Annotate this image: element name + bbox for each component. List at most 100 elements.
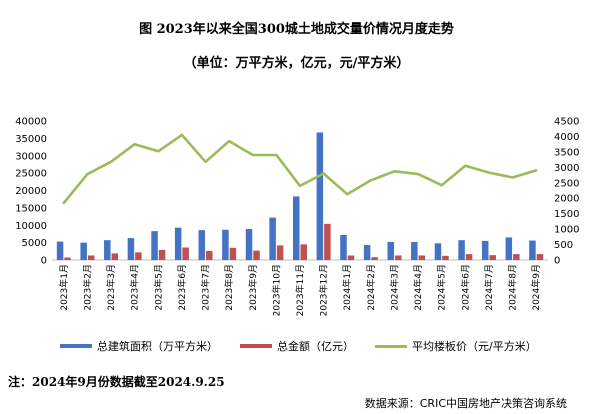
x-tick-label: 2024年5月 <box>436 264 448 311</box>
bar-amount <box>442 255 449 260</box>
bar-area <box>505 237 513 260</box>
y-right-tick-label: 3500 <box>554 147 579 158</box>
y-right-tick-label: 4000 <box>554 132 579 143</box>
bar-amount <box>158 249 166 260</box>
legend-swatch-area <box>60 344 92 348</box>
bar-amount <box>182 247 189 260</box>
x-tick-label: 2024年1月 <box>341 264 353 311</box>
bar-area <box>458 240 465 260</box>
x-tick-label: 2024年3月 <box>388 264 400 311</box>
y-left-tick-label: 15000 <box>15 203 47 214</box>
bar-amount <box>300 244 307 260</box>
line-price <box>62 133 538 205</box>
bar-amount <box>324 223 331 260</box>
x-tick-label: 2024年4月 <box>412 264 424 311</box>
bar-area <box>269 217 276 260</box>
x-tick-label: 2023年3月 <box>105 264 117 311</box>
y-left-tick-label: 20000 <box>15 186 47 197</box>
bar-amount <box>135 252 142 260</box>
y-right-tick-label: 0 <box>554 256 560 267</box>
bars-layer <box>56 132 544 260</box>
bar-amount <box>513 254 520 260</box>
legend-swatch-amount <box>240 344 272 348</box>
bar-amount <box>229 247 237 260</box>
bar-area <box>151 231 158 260</box>
legend-label-area: 总建筑面积（万平方米） <box>97 340 218 353</box>
bar-area <box>198 230 206 260</box>
x-tick-label: 2024年7月 <box>483 264 495 311</box>
y-left-tick-label: 10000 <box>15 221 47 232</box>
x-tick-label: 2023年1月 <box>58 264 70 311</box>
bar-area <box>56 241 64 260</box>
x-tick-label: 2023年2月 <box>81 264 93 311</box>
y-left-tick-label: 30000 <box>15 151 47 162</box>
bar-amount <box>536 254 544 260</box>
x-tick-label: 2023年10月 <box>270 264 282 316</box>
bar-amount <box>371 257 378 260</box>
bar-area <box>411 241 418 260</box>
bar-amount <box>87 255 95 260</box>
footnote: 注：2024年9月份数据截至2024.9.25 <box>8 375 225 389</box>
y-left-tick-label: 5000 <box>22 238 47 249</box>
bar-amount <box>465 254 473 260</box>
chart-title: 图 2023年以来全国300城土地成交量价情况月度走势 <box>139 22 454 37</box>
y-right-tick-label: 500 <box>554 240 573 251</box>
line-layer <box>62 133 538 205</box>
y-left-tick-label: 35000 <box>15 134 47 145</box>
legend-item-price: 平均楼板价（元/平方米） <box>375 338 537 354</box>
legend-swatch-price <box>375 344 407 348</box>
bar-amount <box>347 255 355 260</box>
chart-subtitle: （单位：万平方米，亿元，元/平方米） <box>183 56 410 71</box>
y-right-tick-label: 1500 <box>554 209 579 220</box>
bar-amount <box>206 250 213 260</box>
legend-label-amount: 总金额（亿元） <box>277 340 354 353</box>
bar-area <box>104 240 111 260</box>
bar-amount <box>276 245 284 260</box>
bar-area <box>481 240 489 260</box>
x-tick-label: 2023年9月 <box>247 264 259 311</box>
y-left-tick-label: 40000 <box>15 117 47 128</box>
y-right-tick-label: 1000 <box>554 225 579 236</box>
y-right-tick-label: 2000 <box>554 194 579 205</box>
bar-amount <box>111 253 119 260</box>
axis-layer: 0500010000150002000025000300003500040000… <box>15 117 579 317</box>
legend-item-area: 总建筑面积（万平方米） <box>60 338 218 354</box>
bar-area <box>529 240 536 260</box>
bar-area <box>387 241 394 260</box>
bar-area <box>245 229 253 260</box>
x-tick-label: 2023年7月 <box>200 264 212 311</box>
bar-area <box>174 227 182 260</box>
y-right-tick-label: 4500 <box>554 117 579 128</box>
y-right-tick-label: 2500 <box>554 178 579 189</box>
bar-amount <box>394 255 402 260</box>
bar-area <box>434 243 442 260</box>
bar-amount <box>489 255 496 260</box>
x-tick-label: 2023年4月 <box>129 264 141 311</box>
bar-area <box>293 196 300 260</box>
x-tick-label: 2024年6月 <box>459 264 471 311</box>
bar-amount <box>418 255 426 260</box>
x-tick-label: 2024年2月 <box>365 264 377 311</box>
bar-area <box>80 242 87 260</box>
bar-amount <box>253 250 260 260</box>
y-left-tick-label: 0 <box>41 256 47 267</box>
bar-area <box>316 132 324 260</box>
x-tick-label: 2024年9月 <box>530 264 542 311</box>
legend-item-amount: 总金额（亿元） <box>240 338 354 354</box>
bar-amount <box>64 257 71 260</box>
bar-area <box>222 229 229 260</box>
legend: 总建筑面积（万平方米） 总金额（亿元） 平均楼板价（元/平方米） <box>0 338 593 354</box>
x-tick-label: 2024年8月 <box>507 264 519 311</box>
y-right-tick-label: 3000 <box>554 163 579 174</box>
x-tick-label: 2023年8月 <box>223 264 235 311</box>
x-tick-label: 2023年11月 <box>294 264 306 316</box>
bar-area <box>340 234 347 260</box>
y-left-tick-label: 25000 <box>15 169 47 180</box>
bar-area <box>363 245 371 260</box>
x-tick-label: 2023年5月 <box>152 264 164 311</box>
x-tick-label: 2023年12月 <box>318 264 330 316</box>
x-tick-label: 2023年6月 <box>176 264 188 311</box>
data-source: 数据来源：CRIC中国房地产决策咨询系统 <box>364 397 567 410</box>
legend-label-price: 平均楼板价（元/平方米） <box>412 340 537 353</box>
